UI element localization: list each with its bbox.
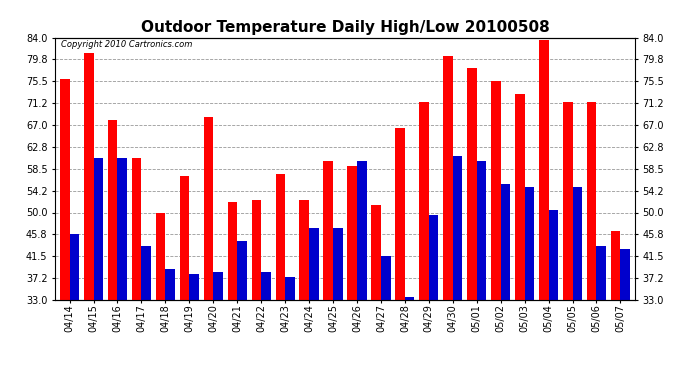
Bar	[467, 68, 477, 300]
Bar	[491, 81, 501, 300]
Bar	[405, 297, 415, 300]
Bar	[94, 159, 103, 300]
Bar	[347, 166, 357, 300]
Bar	[117, 159, 127, 300]
Bar	[132, 159, 141, 300]
Bar	[70, 234, 79, 300]
Bar	[333, 228, 343, 300]
Bar	[428, 215, 438, 300]
Bar	[596, 246, 606, 300]
Bar	[285, 277, 295, 300]
Bar	[228, 202, 237, 300]
Bar	[371, 205, 381, 300]
Bar	[262, 272, 270, 300]
Bar	[84, 53, 94, 300]
Bar	[299, 200, 309, 300]
Bar	[549, 210, 558, 300]
Bar	[381, 256, 391, 300]
Bar	[539, 40, 549, 300]
Title: Outdoor Temperature Daily High/Low 20100508: Outdoor Temperature Daily High/Low 20100…	[141, 20, 549, 35]
Bar	[252, 200, 262, 300]
Bar	[213, 272, 223, 300]
Bar	[189, 274, 199, 300]
Bar	[573, 187, 582, 300]
Bar	[420, 102, 428, 300]
Bar	[309, 228, 319, 300]
Bar	[141, 246, 151, 300]
Bar	[166, 269, 175, 300]
Bar	[357, 161, 366, 300]
Bar	[453, 156, 462, 300]
Bar	[587, 102, 596, 300]
Bar	[515, 94, 524, 300]
Text: Copyright 2010 Cartronics.com: Copyright 2010 Cartronics.com	[61, 40, 193, 49]
Bar	[395, 128, 405, 300]
Bar	[443, 56, 453, 300]
Bar	[60, 79, 70, 300]
Bar	[620, 249, 630, 300]
Bar	[108, 120, 117, 300]
Bar	[156, 213, 166, 300]
Bar	[477, 161, 486, 300]
Bar	[237, 241, 247, 300]
Bar	[524, 187, 534, 300]
Bar	[324, 161, 333, 300]
Bar	[501, 184, 511, 300]
Bar	[611, 231, 620, 300]
Bar	[179, 177, 189, 300]
Bar	[563, 102, 573, 300]
Bar	[275, 174, 285, 300]
Bar	[204, 117, 213, 300]
